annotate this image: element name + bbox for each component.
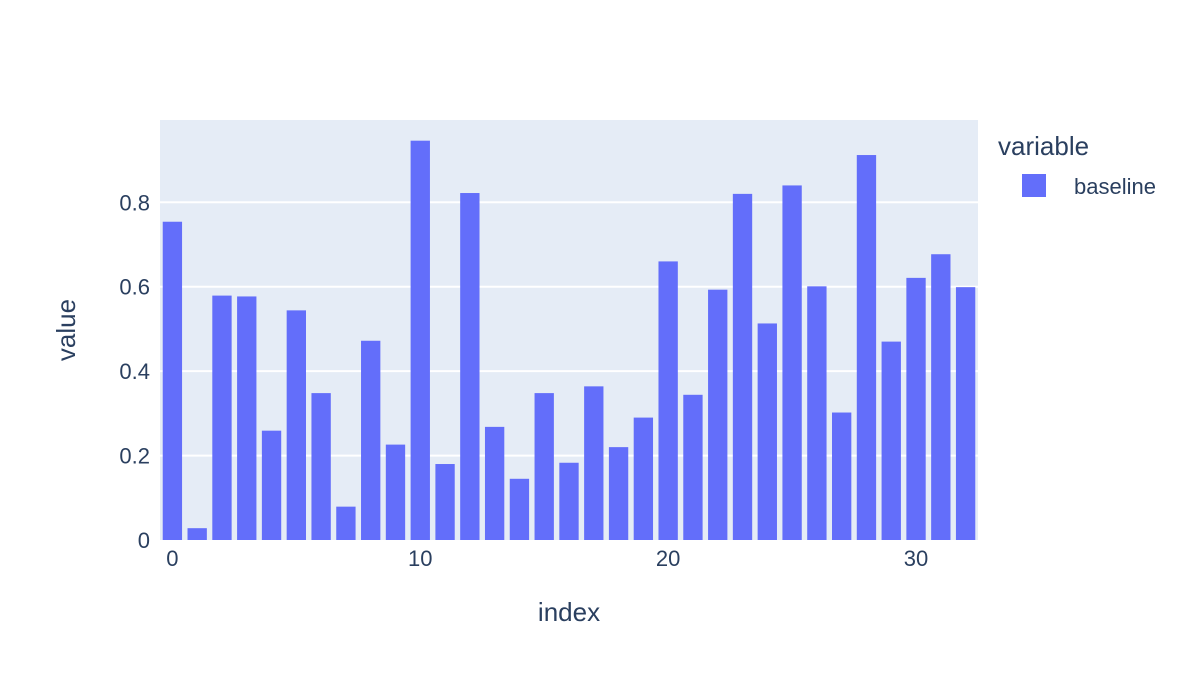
y-axis-ticks: 0 0.2 0.4 0.6 0.8 [119,190,150,553]
bar-baseline-22[interactable] [708,289,728,540]
bar-baseline-18[interactable] [608,447,629,540]
bar-baseline-28[interactable] [856,155,877,541]
legend-label-baseline[interactable]: baseline [1074,174,1156,199]
bar-baseline-12[interactable] [460,193,480,540]
bar-baseline-7[interactable] [336,506,356,540]
bar-baseline-1[interactable] [187,528,207,540]
bar-baseline-13[interactable] [484,426,505,540]
y-tick-label: 0.8 [119,190,150,215]
x-axis-title: index [538,597,600,627]
bar-baseline-26[interactable] [807,286,827,540]
bar-baseline-19[interactable] [633,417,654,540]
bar-baseline-4[interactable] [261,430,282,540]
bar-baseline-24[interactable] [757,323,777,540]
bar-baseline-15[interactable] [534,393,554,540]
bar-baseline-25[interactable] [782,185,802,541]
bar-baseline-0[interactable] [162,221,183,540]
x-tick-label: 30 [904,546,928,571]
bar-baseline-16[interactable] [559,462,579,540]
bar-baseline-3[interactable] [237,296,257,540]
bar-baseline-21[interactable] [683,394,703,540]
bar-baseline-11[interactable] [435,464,455,540]
bar-baseline-10[interactable] [410,140,430,540]
bar-baseline-17[interactable] [584,386,604,540]
bar-baseline-23[interactable] [732,193,753,540]
bar-baseline-31[interactable] [931,254,951,541]
legend: variable baseline [998,131,1156,199]
x-axis-ticks: 0 10 20 30 [166,546,928,571]
y-tick-label: 0.2 [119,444,150,469]
bars [162,140,976,541]
bar-baseline-9[interactable] [385,444,406,540]
bar-baseline-5[interactable] [286,310,307,540]
x-tick-label: 10 [408,546,432,571]
y-tick-label: 0 [138,528,150,553]
bar-baseline-27[interactable] [831,412,852,540]
bar-baseline-14[interactable] [509,478,530,540]
bar-baseline-6[interactable] [311,393,331,540]
bar-baseline-20[interactable] [658,261,678,540]
legend-title: variable [998,131,1089,161]
bar-baseline-30[interactable] [906,277,926,540]
legend-swatch-baseline[interactable] [1022,174,1046,197]
bar-baseline-2[interactable] [212,295,232,540]
bar-baseline-8[interactable] [361,340,381,540]
y-axis-title: value [51,299,81,361]
x-tick-label: 0 [166,546,178,571]
bar-baseline-29[interactable] [881,341,901,540]
bar-baseline-32[interactable] [955,287,976,540]
y-tick-label: 0.4 [119,359,150,384]
y-tick-label: 0.6 [119,275,150,300]
x-tick-label: 20 [656,546,680,571]
